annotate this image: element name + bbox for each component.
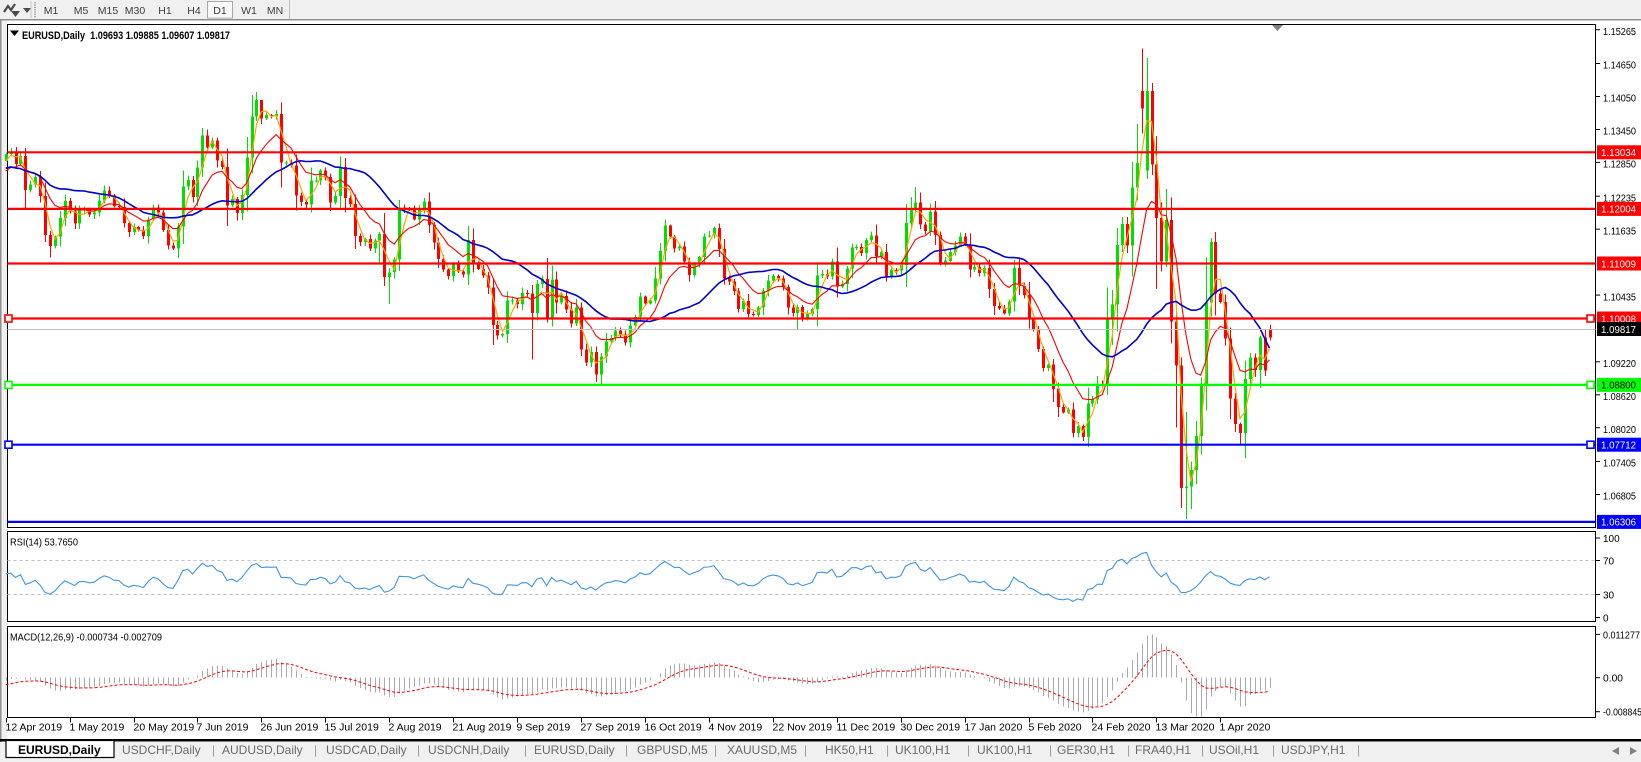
svg-text:|: | — [1357, 743, 1360, 757]
svg-text:1.10435: 1.10435 — [1603, 292, 1636, 303]
svg-text:AUDUSD,Daily: AUDUSD,Daily — [222, 743, 303, 757]
svg-text:D1: D1 — [213, 5, 227, 17]
svg-text:-0.008845: -0.008845 — [1603, 708, 1641, 719]
svg-text:1.09817: 1.09817 — [1601, 325, 1636, 336]
svg-text:W1: W1 — [241, 5, 257, 17]
svg-text:1 May 2019: 1 May 2019 — [70, 722, 125, 734]
svg-text:|: | — [1127, 743, 1130, 757]
svg-text:0.00: 0.00 — [1603, 674, 1623, 685]
svg-text:1.15265: 1.15265 — [1603, 27, 1636, 38]
svg-text:70: 70 — [1603, 557, 1615, 568]
svg-text:RSI(14) 53.7650: RSI(14) 53.7650 — [10, 537, 78, 549]
svg-text:|: | — [886, 743, 889, 757]
svg-text:13 Mar 2020: 13 Mar 2020 — [1156, 722, 1215, 734]
svg-text:|: | — [804, 743, 807, 757]
svg-text:M15: M15 — [98, 5, 119, 17]
svg-text:UK100,H1: UK100,H1 — [977, 743, 1033, 757]
svg-text:5 Feb 2020: 5 Feb 2020 — [1029, 722, 1082, 734]
svg-text:1.14050: 1.14050 — [1603, 94, 1636, 105]
svg-text:1.06306: 1.06306 — [1601, 518, 1636, 529]
svg-text:USDCAD,Daily: USDCAD,Daily — [326, 743, 407, 757]
svg-text:100: 100 — [1603, 534, 1620, 545]
svg-text:|: | — [625, 743, 628, 757]
svg-text:1.12004: 1.12004 — [1601, 205, 1636, 216]
svg-text:20 May 2019: 20 May 2019 — [134, 722, 195, 734]
svg-text:0.011277: 0.011277 — [1603, 630, 1640, 641]
svg-text:17 Jan 2020: 17 Jan 2020 — [965, 722, 1023, 734]
svg-text:EURUSD,Daily 1.09693 1.09885: EURUSD,Daily 1.09693 1.09885 1.09607 1.0… — [22, 30, 230, 42]
svg-text:4 Nov 2019: 4 Nov 2019 — [709, 722, 763, 734]
svg-text:|: | — [314, 743, 317, 757]
svg-text:|: | — [212, 743, 215, 757]
svg-text:USOil,H1: USOil,H1 — [1209, 743, 1259, 757]
svg-text:|: | — [714, 743, 717, 757]
svg-text:1.06805: 1.06805 — [1603, 492, 1636, 503]
svg-text:|: | — [417, 743, 420, 757]
svg-text:USDCHF,Daily: USDCHF,Daily — [122, 743, 201, 757]
svg-text:24 Feb 2020: 24 Feb 2020 — [1092, 722, 1151, 734]
svg-text:1 Apr 2020: 1 Apr 2020 — [1220, 722, 1271, 734]
svg-text:1.08800: 1.08800 — [1601, 381, 1636, 392]
svg-text:FRA40,H1: FRA40,H1 — [1135, 743, 1191, 757]
svg-text:12 Apr 2019: 12 Apr 2019 — [6, 722, 63, 734]
svg-text:EURUSD,Daily: EURUSD,Daily — [534, 743, 615, 757]
svg-text:1.11009: 1.11009 — [1601, 259, 1636, 270]
svg-text:|: | — [1049, 743, 1052, 757]
svg-text:EURUSD,Daily: EURUSD,Daily — [18, 743, 101, 757]
svg-text:11 Dec 2019: 11 Dec 2019 — [837, 722, 896, 734]
svg-text:0: 0 — [1603, 614, 1609, 625]
svg-text:MN: MN — [267, 5, 283, 17]
svg-text:1.09220: 1.09220 — [1603, 359, 1636, 370]
svg-text:16 Oct 2019: 16 Oct 2019 — [645, 722, 702, 734]
svg-text:1.08020: 1.08020 — [1603, 425, 1636, 436]
svg-text:XAUUSD,M5: XAUUSD,M5 — [727, 743, 797, 757]
svg-text:1.08620: 1.08620 — [1603, 392, 1636, 403]
svg-text:1.07712: 1.07712 — [1601, 441, 1636, 452]
svg-text:9 Sep 2019: 9 Sep 2019 — [517, 722, 571, 734]
svg-text:27 Sep 2019: 27 Sep 2019 — [581, 722, 641, 734]
svg-text:1.12850: 1.12850 — [1603, 160, 1636, 171]
svg-text:26 Jun 2019: 26 Jun 2019 — [261, 722, 319, 734]
svg-text:|: | — [967, 743, 970, 757]
svg-text:1.10008: 1.10008 — [1601, 314, 1636, 325]
svg-text:1.12235: 1.12235 — [1603, 193, 1636, 204]
svg-text:1.13450: 1.13450 — [1603, 127, 1636, 138]
svg-text:USDJPY,H1: USDJPY,H1 — [1281, 743, 1346, 757]
svg-text:M5: M5 — [74, 5, 89, 17]
svg-text:M30: M30 — [125, 5, 146, 17]
svg-text:USDCNH,Daily: USDCNH,Daily — [428, 743, 509, 757]
svg-text:22 Nov 2019: 22 Nov 2019 — [773, 722, 833, 734]
svg-text:H4: H4 — [187, 5, 201, 17]
svg-text:M1: M1 — [44, 5, 59, 17]
svg-text:30 Dec 2019: 30 Dec 2019 — [901, 722, 961, 734]
svg-text:21 Aug 2019: 21 Aug 2019 — [453, 722, 512, 734]
svg-text:1.07405: 1.07405 — [1603, 459, 1636, 470]
svg-text:1.11635: 1.11635 — [1603, 226, 1636, 237]
svg-text:MACD(12,26,9) -0.000734 -0.002: MACD(12,26,9) -0.000734 -0.002709 — [10, 632, 162, 644]
svg-text:HK50,H1: HK50,H1 — [825, 743, 874, 757]
svg-text:15 Jul 2019: 15 Jul 2019 — [325, 722, 379, 734]
svg-text:GER30,H1: GER30,H1 — [1057, 743, 1115, 757]
svg-text:UK100,H1: UK100,H1 — [895, 743, 951, 757]
svg-text:30: 30 — [1603, 591, 1615, 602]
svg-text:|: | — [1272, 743, 1275, 757]
svg-text:|: | — [1201, 743, 1204, 757]
svg-text:7 Jun 2019: 7 Jun 2019 — [197, 722, 249, 734]
svg-text:1.13034: 1.13034 — [1601, 148, 1636, 159]
svg-text:H1: H1 — [158, 5, 172, 17]
svg-text:GBPUSD,M5: GBPUSD,M5 — [637, 743, 708, 757]
svg-text:2 Aug 2019: 2 Aug 2019 — [389, 722, 442, 734]
svg-text:|: | — [524, 743, 527, 757]
svg-text:1.14650: 1.14650 — [1603, 61, 1636, 72]
